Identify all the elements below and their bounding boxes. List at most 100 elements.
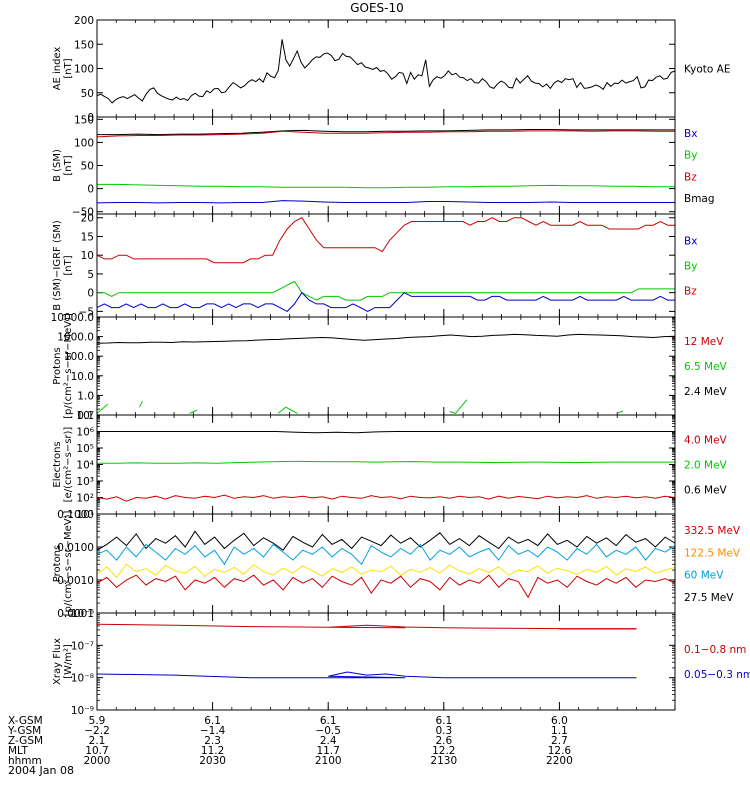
legend-entry: 2.0 MeV <box>684 460 728 472</box>
series-line <box>277 406 298 414</box>
panel-protons_hi: 0.1 1.0 10.0 100.0 1000.0 10000.0Protons[p/(c… <box>51 312 728 422</box>
ytick-label-xray: 10⁻⁸ <box>71 673 94 685</box>
series-line <box>189 409 198 414</box>
ytick-label-bsm: 0 <box>87 184 94 196</box>
legend-entry: 0.1−0.8 nm <box>684 644 746 656</box>
x-cell: 10.7 <box>85 745 108 757</box>
x-row-label: MLT <box>8 745 28 757</box>
series-line <box>97 217 675 264</box>
x-row-label: Z-GSM <box>8 735 43 747</box>
series-group-bdiff <box>97 217 675 313</box>
ytick-label-electrons: 10¹ <box>76 509 94 521</box>
plot-frame <box>96 19 676 118</box>
legend-entry: 27.5 MeV <box>684 592 734 604</box>
panel-ae: 0 50 100 150 200 AE index[nT] Kyoto AE <box>52 15 730 124</box>
ylabel-protons_lo: Protons[p/(cm²−s−sr−MeV)] <box>52 510 74 616</box>
ytick-label-protons_hi: 100.0 <box>64 351 94 363</box>
series-line <box>97 494 675 502</box>
ytick-label-protons_hi: 1.0 <box>77 390 94 402</box>
series-line <box>617 410 624 414</box>
x-cell: 5.9 <box>89 715 106 727</box>
ylabel-ae: AE index[nT] <box>52 47 74 91</box>
series-group-electrons <box>97 431 675 502</box>
ytick-label-protons_hi: 0.1 <box>77 410 94 422</box>
series-line <box>97 623 637 630</box>
ytick-label-ae: 100 <box>74 64 94 76</box>
figure-title: GOES-10 <box>350 1 404 15</box>
plot-frame <box>96 414 676 515</box>
date-label: 2004 Jan 08 <box>8 764 74 777</box>
series-line <box>97 130 675 138</box>
x-cell: 6.0 <box>551 715 568 727</box>
x-cell: 2.1 <box>89 735 106 747</box>
legend-entry: Bx <box>684 236 697 248</box>
legend-entry: Kyoto AE <box>684 64 730 76</box>
ytick-label-xray: 10⁻⁶ <box>71 608 94 620</box>
legend-entry: By <box>684 261 697 273</box>
series-line <box>97 574 675 599</box>
ytick-label-protons_lo: 0.0100 <box>57 542 94 554</box>
x-cell: 2.4 <box>320 735 337 747</box>
x-cell: 2.6 <box>435 735 452 747</box>
panel-electrons: 10¹ 10² 10³ 10⁴ 10⁵ 10⁶ 10⁷Electrons[e/(cm²−s−… <box>52 410 728 521</box>
series-line <box>97 460 675 464</box>
plot-frame <box>96 513 676 614</box>
legend-entry: 12 MeV <box>684 336 724 348</box>
series-line <box>97 129 675 136</box>
ytick-label-bsm: −50 <box>72 207 94 219</box>
legend-entry: 4.0 MeV <box>684 435 728 447</box>
x-cell: 2.3 <box>204 735 221 747</box>
x-row-label: hhmm <box>8 755 42 767</box>
ytick-label-bdiff: 10 <box>81 250 94 262</box>
panel-protons_lo: 0.0001 0.0010 0.0100 0.1000Protons[p/(cm²−s… <box>52 509 741 620</box>
plot-frame <box>96 213 676 318</box>
series-line <box>97 543 675 566</box>
legend-entry: Bmag <box>684 193 715 205</box>
legend-entry: 0.05−0.3 nm <box>684 669 750 681</box>
x-cell: −1.4 <box>200 725 226 737</box>
x-cell: 0.3 <box>435 725 452 737</box>
series-line <box>97 280 675 301</box>
ytick-label-ae: 0 <box>87 112 94 124</box>
ytick-label-bsm: 150 <box>74 114 94 126</box>
series-group-ae <box>97 39 675 104</box>
panel-bdiff: −5 0 5 10 15 20 B (SM)−IGRF (SM)[nT] Bx By Bz <box>52 213 697 319</box>
legend-entry: 122.5 MeV <box>684 547 741 559</box>
series-line <box>97 431 675 434</box>
ytick-label-protons_lo: 0.0001 <box>57 608 94 620</box>
ytick-label-protons_lo: 0.0010 <box>57 575 94 587</box>
x-cell: 2030 <box>199 755 226 767</box>
ytick-label-protons_hi: 1000.0 <box>57 332 94 344</box>
x-cell: 2000 <box>84 755 111 767</box>
ytick-label-bdiff: 5 <box>87 269 94 281</box>
series-line <box>97 530 675 551</box>
ytick-label-electrons: 10⁶ <box>76 427 94 439</box>
ylabel-bdiff: B (SM)−IGRF (SM)[nT] <box>52 220 74 311</box>
x-cell: 11.2 <box>201 745 224 757</box>
x-cell: 11.7 <box>317 745 340 757</box>
legend-entry: 332.5 MeV <box>684 525 741 537</box>
x-cell: 6.1 <box>204 715 221 727</box>
legend-entry: Bz <box>684 286 697 298</box>
series-line <box>97 39 675 104</box>
series-group-protons_hi <box>97 333 675 414</box>
ytick-label-xray: 10⁻⁹ <box>71 705 94 717</box>
series-group-protons_lo <box>97 530 675 599</box>
legend-entry: By <box>684 150 697 162</box>
ytick-label-xray: 10⁻⁷ <box>71 640 94 652</box>
legend-entry: 0.6 MeV <box>684 485 728 497</box>
ytick-label-ae: 50 <box>81 88 94 100</box>
x-cell: −0.5 <box>315 725 341 737</box>
ytick-label-electrons: 10³ <box>76 476 94 488</box>
series-line <box>97 671 637 679</box>
ytick-label-electrons: 10⁴ <box>76 460 94 472</box>
ytick-label-electrons: 10⁷ <box>76 410 94 422</box>
ytick-label-bdiff: 0 <box>87 288 94 300</box>
ytick-label-ae: 200 <box>74 15 94 27</box>
series-line <box>455 399 468 414</box>
series-line <box>97 200 675 204</box>
legend-entry: 60 MeV <box>684 570 724 582</box>
ytick-label-bdiff: 20 <box>81 213 94 225</box>
